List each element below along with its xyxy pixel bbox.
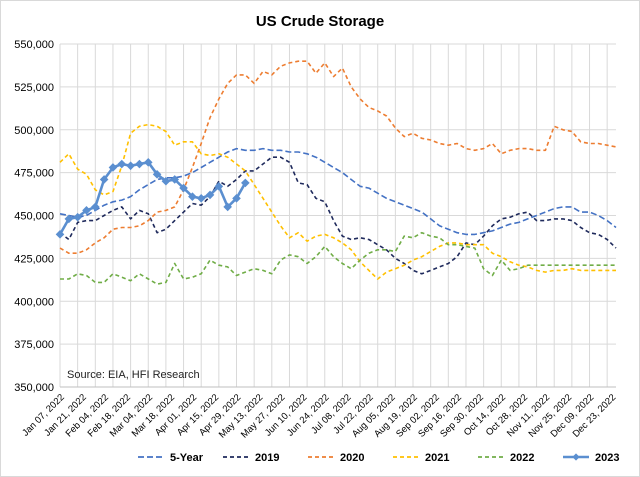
data-point-2023 (82, 206, 91, 215)
data-point-2023 (99, 175, 109, 184)
y-tick-label: 525,000 (14, 82, 54, 94)
legend-label-2022: 2022 (510, 452, 534, 464)
data-point-2023 (152, 170, 162, 179)
data-point-2023 (161, 176, 171, 186)
y-tick-label: 425,000 (14, 253, 54, 265)
data-point-2023 (232, 194, 241, 203)
data-point-2023 (241, 178, 250, 188)
series-line-2021 (59, 123, 616, 280)
y-axis-ticks: 350,000 375,000 400,000 425,000 450,000 475,0… (14, 39, 54, 394)
data-point-2023 (55, 230, 65, 239)
legend-label-2019: 2019 (255, 452, 279, 464)
series-line-2023 (58, 161, 247, 236)
data-point-2023 (64, 214, 74, 224)
y-tick-label: 475,000 (14, 168, 54, 180)
data-point-2023 (205, 190, 215, 200)
legend-label-2021: 2021 (425, 452, 449, 464)
data-point-2023 (196, 194, 206, 203)
legend: 5-Year 2019 2020 2021 2022 2023 (138, 452, 619, 464)
chart-title: US Crude Storage (256, 13, 384, 30)
y-tick-label: 375,000 (14, 339, 54, 351)
y-tick-label: 550,000 (14, 39, 54, 51)
data-point-2023 (179, 183, 188, 193)
data-point-2023 (117, 159, 127, 169)
y-tick-label: 400,000 (14, 296, 54, 308)
series-line-2020 (59, 60, 617, 254)
legend-label-2023: 2023 (595, 452, 619, 464)
y-tick-label: 450,000 (14, 211, 54, 223)
legend-label-2020: 2020 (340, 452, 364, 464)
data-point-2023 (108, 163, 118, 172)
data-point-2023 (170, 175, 180, 184)
data-point-2023 (126, 161, 135, 171)
grid-lines (59, 43, 616, 388)
legend-label-5-Year: 5-Year (170, 452, 204, 464)
series-lines (55, 60, 617, 285)
series-line-2022 (60, 231, 616, 285)
data-point-2023 (214, 182, 224, 191)
y-tick-label: 500,000 (14, 125, 54, 137)
data-point-2023 (188, 192, 197, 201)
data-point-2023 (90, 202, 100, 212)
data-point-2023 (135, 159, 144, 169)
series-line-5-year (59, 147, 617, 236)
y-tick-label: 350,000 (14, 382, 54, 394)
legend-marker (572, 453, 580, 461)
series-line-2019 (59, 156, 617, 275)
data-point-2023 (223, 202, 232, 212)
data-point-2023 (73, 212, 82, 222)
data-point-2023 (143, 158, 153, 167)
source-annotation: Source: EIA, HFI Research (67, 369, 200, 381)
